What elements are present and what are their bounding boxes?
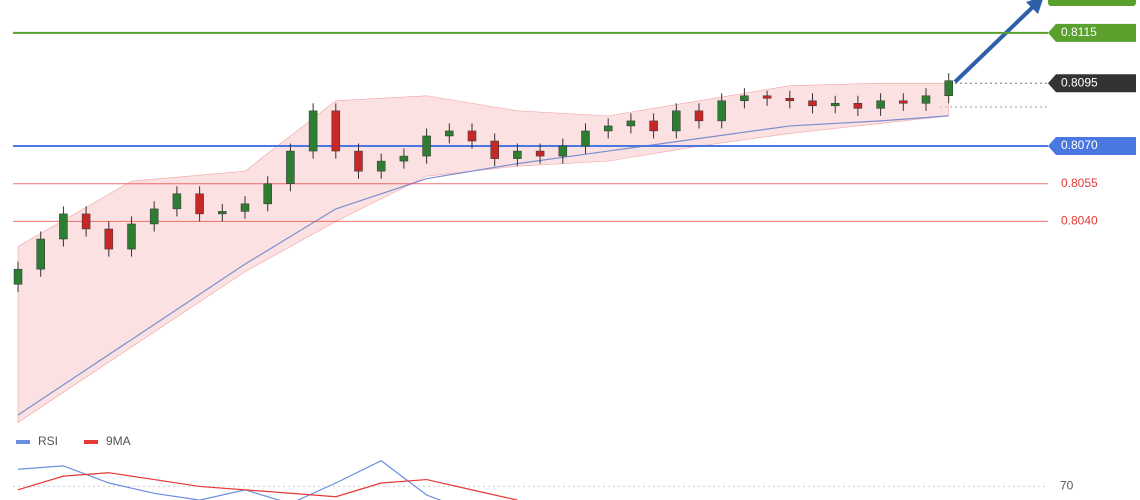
candle-body xyxy=(762,95,772,99)
candle-body xyxy=(785,98,795,102)
candle-body xyxy=(127,223,136,250)
candle-body xyxy=(558,145,568,157)
candle-body xyxy=(603,125,613,132)
level-label: 0.8095 xyxy=(1061,75,1098,89)
candle-body xyxy=(694,110,704,122)
candle-body xyxy=(626,120,636,127)
level-label: 0.8055 xyxy=(1061,176,1098,190)
level-label: 0.8115 xyxy=(1061,25,1097,39)
candle-body xyxy=(331,110,341,152)
level-label: 0.8040 xyxy=(1061,214,1098,228)
candle-body xyxy=(36,238,45,270)
candle-body xyxy=(354,150,363,172)
band xyxy=(17,82,949,424)
level-badge xyxy=(1048,23,1136,42)
legend-label: 9MA xyxy=(106,434,131,448)
candle-body xyxy=(740,95,749,102)
candle-body xyxy=(218,211,227,215)
candle-body xyxy=(853,103,863,109)
candle-body xyxy=(308,110,318,152)
rsi-line xyxy=(17,472,518,500)
candle-body xyxy=(513,150,522,159)
level-label: 0.8070 xyxy=(1061,138,1098,152)
target-badge xyxy=(1048,0,1136,6)
legend-swatch xyxy=(16,440,30,444)
candle-body xyxy=(149,208,159,225)
candle-body xyxy=(59,213,68,240)
candle-body xyxy=(104,228,114,250)
candle-body xyxy=(376,160,386,172)
candle-body xyxy=(672,110,681,132)
candle-body xyxy=(830,103,840,107)
candle-body xyxy=(899,100,908,104)
level-badge xyxy=(1048,137,1136,156)
candle-body xyxy=(876,100,885,109)
candle-body xyxy=(921,95,931,104)
candle-body xyxy=(445,130,454,137)
candle-body xyxy=(81,213,91,230)
rsi-line xyxy=(17,460,442,500)
candle-body xyxy=(717,100,726,122)
candle-body xyxy=(944,80,953,97)
trend-arrow xyxy=(953,0,1040,84)
candle-body xyxy=(808,100,817,107)
candle-body xyxy=(286,150,295,184)
candle-body xyxy=(195,193,204,215)
legend-swatch xyxy=(84,440,98,444)
level-badge xyxy=(1048,74,1136,93)
candle-body xyxy=(467,130,477,142)
rsi-tick-label: 70 xyxy=(1060,479,1074,493)
candle-body xyxy=(399,155,409,162)
legend-label: RSI xyxy=(38,434,58,448)
candle-body xyxy=(535,150,545,157)
candle-body xyxy=(263,183,272,205)
candle-body xyxy=(490,140,499,159)
candle-body xyxy=(649,120,658,132)
candle-body xyxy=(422,135,431,157)
candle-body xyxy=(581,130,590,147)
candle-body xyxy=(240,203,250,212)
trend-arrow-head xyxy=(1026,0,1043,14)
candle-body xyxy=(172,193,182,210)
candle-body xyxy=(13,268,23,285)
